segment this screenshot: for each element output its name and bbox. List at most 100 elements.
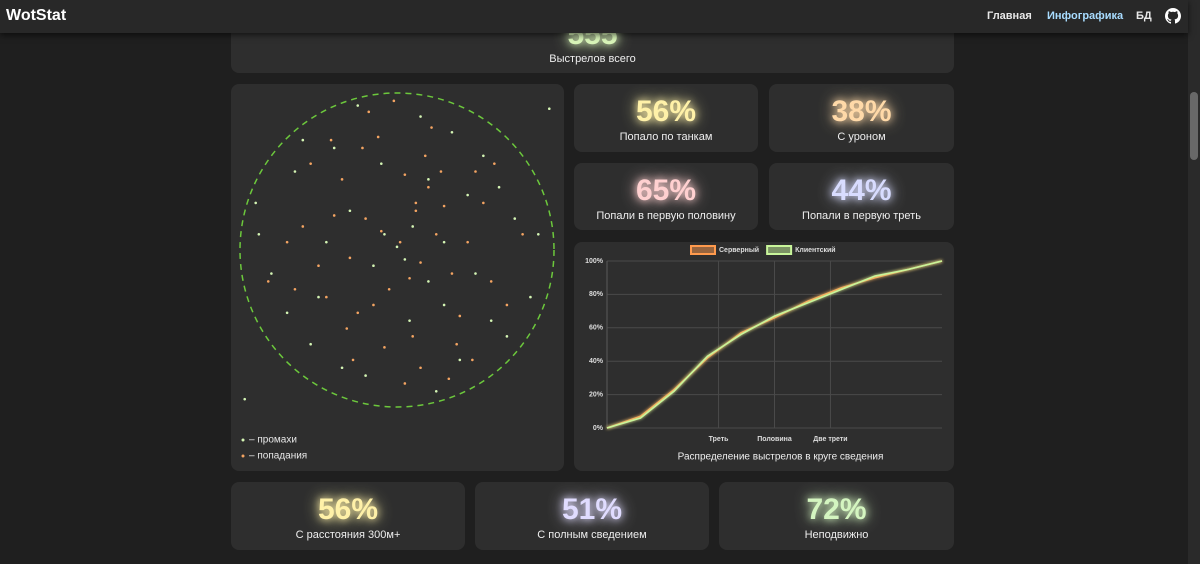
scatter-point bbox=[257, 233, 261, 236]
legend-marker bbox=[241, 454, 245, 458]
stat-label: Попали в первую половину bbox=[596, 210, 736, 222]
scatter-point bbox=[372, 303, 375, 307]
scatter-point bbox=[505, 335, 509, 338]
scatter-point bbox=[332, 146, 336, 150]
scatter-point bbox=[293, 287, 297, 291]
scatter-point bbox=[442, 204, 446, 208]
scatter-point bbox=[419, 115, 422, 118]
stat-card: 72% Неподвижно bbox=[719, 482, 954, 550]
y-tick-label: 40% bbox=[589, 358, 604, 365]
scatter-point bbox=[513, 217, 517, 220]
scatter-point bbox=[383, 233, 386, 236]
stat-card: 56% С расстояния 300м+ bbox=[231, 482, 465, 550]
stat-card: 65% Попали в первую половину bbox=[574, 163, 758, 230]
scatter-point bbox=[301, 225, 305, 228]
nav-link-active[interactable]: Инфографика bbox=[1047, 10, 1124, 22]
scatter-point bbox=[356, 104, 360, 107]
stat-value: 56% bbox=[635, 95, 697, 128]
scatter-card: – промахи – попадания bbox=[231, 84, 564, 471]
scatter-point bbox=[364, 217, 367, 220]
scatter-point bbox=[317, 264, 320, 267]
scatter-point bbox=[493, 162, 496, 165]
scatter-point bbox=[395, 245, 399, 249]
scatter-point bbox=[329, 138, 333, 142]
legend-label: – попадания bbox=[249, 451, 307, 462]
scatter-point bbox=[450, 130, 454, 134]
scatter-point bbox=[521, 233, 524, 236]
navbar: WotStat Главная Инфографика БД bbox=[0, 0, 1188, 33]
scatter-point bbox=[317, 295, 320, 299]
scatter-point bbox=[387, 287, 391, 291]
scatter-point bbox=[419, 261, 422, 264]
scrollbar[interactable] bbox=[1188, 0, 1200, 564]
scatter-point bbox=[547, 107, 551, 110]
scatter-point bbox=[466, 193, 469, 197]
scatter-point bbox=[309, 342, 312, 346]
scatter-point bbox=[325, 240, 328, 244]
scatter-point bbox=[376, 135, 380, 139]
stat-card: 56% Попало по танкам bbox=[574, 84, 758, 152]
scatter-point bbox=[372, 264, 375, 267]
scatter-point bbox=[243, 397, 247, 401]
scatter-point bbox=[380, 229, 383, 233]
brand[interactable]: WotStat bbox=[6, 7, 67, 24]
scatter-point bbox=[408, 276, 411, 280]
y-tick-label: 80% bbox=[589, 291, 604, 298]
scatter-point bbox=[340, 366, 344, 370]
scatter-point bbox=[345, 327, 349, 330]
scatter-point bbox=[398, 240, 402, 244]
scatter-point bbox=[466, 240, 469, 244]
line-series bbox=[606, 260, 943, 429]
scatter-point bbox=[419, 366, 422, 370]
scatter-point bbox=[414, 201, 418, 205]
scatter-point bbox=[254, 201, 257, 205]
stat-value: 38% bbox=[831, 95, 892, 128]
scatter-point bbox=[447, 377, 451, 381]
scatter-point bbox=[423, 154, 427, 158]
stat-label: С расстояния 300м+ bbox=[295, 529, 401, 541]
scatter-point bbox=[434, 233, 438, 236]
scatter-point bbox=[474, 170, 477, 173]
github-icon[interactable] bbox=[1165, 8, 1181, 24]
scatter-point bbox=[529, 295, 532, 299]
scatter-point bbox=[489, 280, 493, 283]
nav-link[interactable]: БД bbox=[1136, 10, 1152, 22]
x-tick-label: Треть bbox=[709, 436, 730, 443]
scatter-point bbox=[367, 110, 371, 114]
legend-marker bbox=[241, 438, 245, 442]
scrollbar-thumb[interactable] bbox=[1190, 92, 1198, 160]
scatter-point bbox=[497, 185, 501, 189]
y-tick-label: 100% bbox=[585, 258, 604, 265]
scatter-point bbox=[332, 214, 336, 217]
stat-value: 51% bbox=[561, 493, 623, 526]
scatter-point bbox=[455, 342, 458, 346]
scatter-point bbox=[270, 272, 273, 275]
y-tick-label: 20% bbox=[589, 391, 604, 398]
y-tick-label: 60% bbox=[589, 325, 604, 332]
stat-label: Попало по танкам bbox=[619, 131, 713, 143]
scatter-point bbox=[285, 311, 289, 315]
scatter-point bbox=[351, 358, 355, 362]
scatter-point bbox=[427, 178, 430, 181]
legend-swatch bbox=[690, 245, 716, 255]
legend-label: Серверный bbox=[719, 246, 759, 254]
nav-link[interactable]: Главная bbox=[987, 10, 1032, 22]
scatter-point bbox=[489, 319, 493, 322]
line-chart: 0% 20% 40% 60% 80% 100% Треть Половина Две трети… bbox=[585, 245, 943, 463]
scatter-point bbox=[458, 314, 462, 318]
total-label: Выстрелов всего bbox=[549, 53, 636, 65]
scatter-point bbox=[471, 358, 474, 362]
scatter-point bbox=[285, 240, 289, 244]
scatter-chart: – промахи – попадания bbox=[239, 92, 555, 462]
scatter-point bbox=[482, 154, 485, 158]
stat-label: Неподвижно bbox=[804, 529, 869, 541]
stat-label: Попали в первую треть bbox=[802, 210, 921, 222]
scatter-point bbox=[392, 99, 396, 103]
scatter-point bbox=[356, 311, 360, 315]
scatter-point bbox=[458, 358, 462, 362]
x-tick-label: Две трети bbox=[813, 436, 847, 443]
dispersion-circle bbox=[239, 92, 555, 408]
scatter-point bbox=[383, 346, 386, 349]
stat-value: 44% bbox=[831, 174, 892, 207]
